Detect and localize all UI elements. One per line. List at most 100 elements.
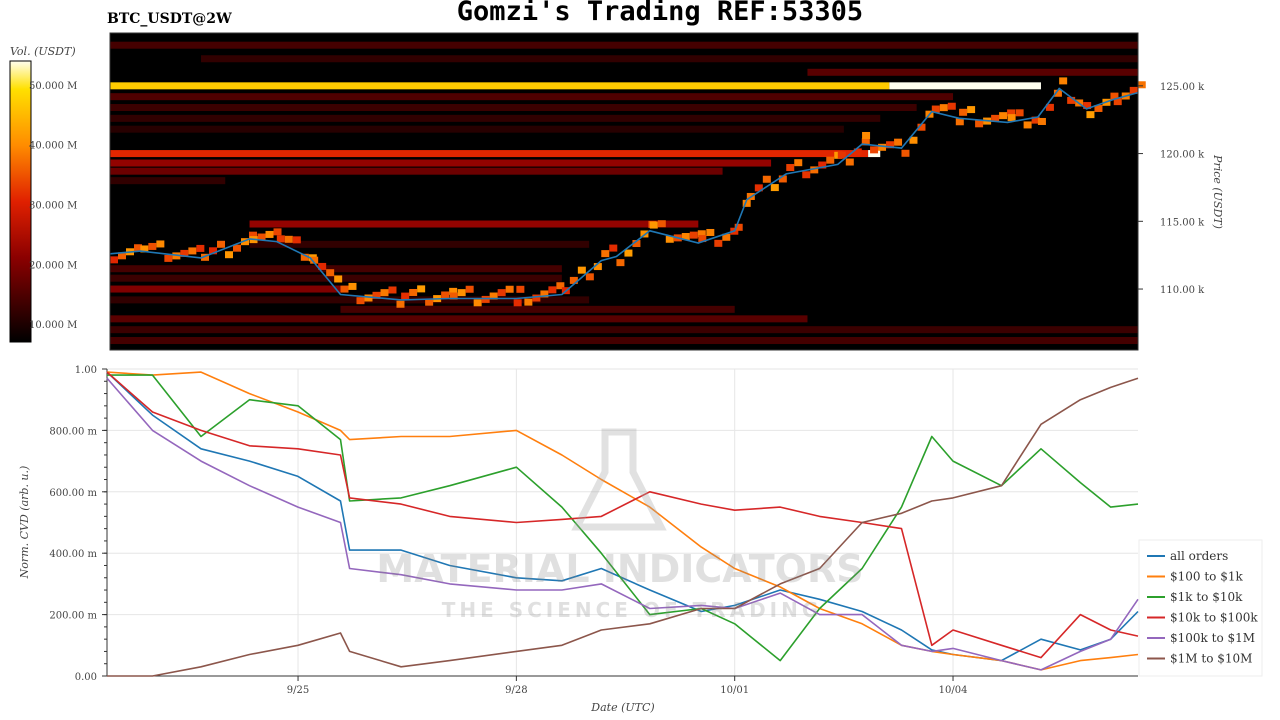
heatmap-cell: [861, 138, 870, 146]
heatmap-cell: [1007, 109, 1016, 117]
heatmap-band: [110, 150, 869, 158]
heatmap-cell: [356, 297, 365, 305]
heatmap-cell: [513, 299, 522, 307]
heatmap-cell: [1086, 111, 1095, 119]
heatmap-cell: [917, 123, 926, 131]
x-tick-label: 9/28: [505, 685, 527, 696]
heatmap-cell: [894, 138, 903, 146]
heatmap-band: [249, 220, 699, 228]
heatmap-cell: [334, 275, 343, 283]
heatmap-cell: [364, 294, 373, 302]
heatmap-cell: [417, 285, 426, 293]
x-tick-label: 10/04: [939, 685, 968, 696]
price-tick-label: 115.00 k: [1160, 217, 1205, 228]
heatmap-cell: [826, 156, 835, 164]
heatmap-cell: [1067, 96, 1076, 104]
y-tick-label: 600.00 m: [49, 488, 97, 499]
heatmap-cell: [201, 253, 210, 261]
heatmap-cell: [624, 249, 633, 257]
heatmap-band: [110, 296, 590, 304]
heatmap-cell: [265, 230, 274, 238]
heatmap-cell: [548, 286, 557, 294]
heatmap-cell: [975, 120, 984, 128]
price-line: [109, 87, 1139, 301]
cvd-line--100k-to-1m: [106, 377, 1139, 671]
heatmap-band: [110, 82, 890, 90]
heatmap-frame: [109, 32, 1139, 351]
heatmap-cell: [1129, 86, 1138, 94]
heatmap-cell: [225, 251, 234, 259]
heatmap-cell: [497, 289, 506, 297]
heatmap-cell: [802, 171, 811, 179]
heatmap-cell: [870, 146, 879, 154]
heatmap-cell: [372, 291, 381, 299]
heatmap-cell: [134, 244, 142, 252]
heatmap-cell: [786, 164, 795, 172]
heatmap-cell: [577, 266, 586, 274]
heatmap-cell: [901, 149, 910, 157]
heatmap-cell: [257, 233, 266, 241]
heatmap-band: [110, 167, 723, 175]
heatmap-cell: [300, 253, 309, 261]
heatmap-cell: [886, 141, 895, 149]
colorbar-tick-label: 30.000 M: [29, 200, 77, 211]
heatmap-cell: [249, 231, 258, 239]
cvd-line--10k-to-100k: [106, 371, 1139, 659]
heatmap-cell: [273, 228, 282, 236]
heatmap-cell: [209, 247, 218, 255]
heatmap-cell: [401, 292, 410, 300]
watermark-title: MATERIAL INDICATORS: [376, 547, 863, 591]
heatmap-cell: [556, 282, 565, 290]
cvd-line--1k-to-10k: [107, 374, 1139, 662]
flask-icon: [571, 428, 667, 531]
heatmap-cell: [1059, 77, 1068, 85]
legend-label: $1k to $10k: [1170, 590, 1243, 604]
heatmap-cell: [931, 105, 940, 113]
heatmap-cell: [810, 166, 819, 174]
heatmap-cell: [348, 282, 357, 290]
heatmap-cell: [156, 240, 165, 248]
heatmap-cell: [1037, 117, 1046, 125]
heatmap-cell: [999, 112, 1008, 120]
heatmap-cell: [955, 118, 964, 126]
heatmap-cell: [473, 299, 482, 307]
heatmap-plot: 110.00 k 115.00 k 120.00 k 125.00 k Price (U…: [109, 32, 1224, 351]
heatmap-band: [201, 55, 1139, 63]
heatmap-band: [110, 93, 954, 101]
heatmap-cell: [276, 235, 285, 243]
heatmap-cell: [380, 289, 389, 297]
heatmap-cell: [505, 285, 514, 293]
colorbar-tick-label: 20.000 M: [29, 260, 77, 271]
legend: all orders $100 to $1k $1k to $10k $10k to …: [1138, 539, 1263, 677]
heatmap-cell: [697, 230, 706, 238]
heatmap-band: [110, 104, 917, 112]
symbol-label: BTC_USDT@2W: [107, 11, 232, 27]
heatmap-band: [110, 177, 226, 185]
heatmap-cell: [1083, 102, 1092, 110]
heatmap-cell: [310, 256, 319, 264]
heatmap-cell: [991, 114, 1000, 122]
cvd-line--100-to-1k: [106, 371, 1139, 671]
heatmap-cell: [396, 300, 405, 308]
heatmap-cell: [441, 291, 450, 299]
heatmap-band: [340, 305, 735, 313]
heatmap-cell: [532, 294, 541, 302]
heatmap-cell: [164, 254, 173, 262]
heatmap-cell: [778, 175, 787, 183]
price-tick-label: 110.00 k: [1160, 285, 1205, 296]
price-tick-label: 120.00 k: [1160, 150, 1205, 161]
y-tick-label: 200.00 m: [49, 611, 97, 622]
heatmap-cell: [318, 262, 327, 270]
y-tick-label: 800.00 m: [49, 426, 97, 437]
legend-label: $100 to $1k: [1170, 570, 1243, 584]
heatmap-cell: [1031, 116, 1040, 124]
heatmap-cell: [853, 148, 862, 156]
heatmap-cell: [734, 223, 743, 231]
page-title: Gomzi's Trading REF:53305: [456, 0, 864, 27]
heatmap-cell: [845, 158, 854, 166]
heatmap-cell: [706, 228, 715, 236]
heatmap-cell: [657, 220, 666, 228]
heatmap-cell: [449, 287, 458, 295]
